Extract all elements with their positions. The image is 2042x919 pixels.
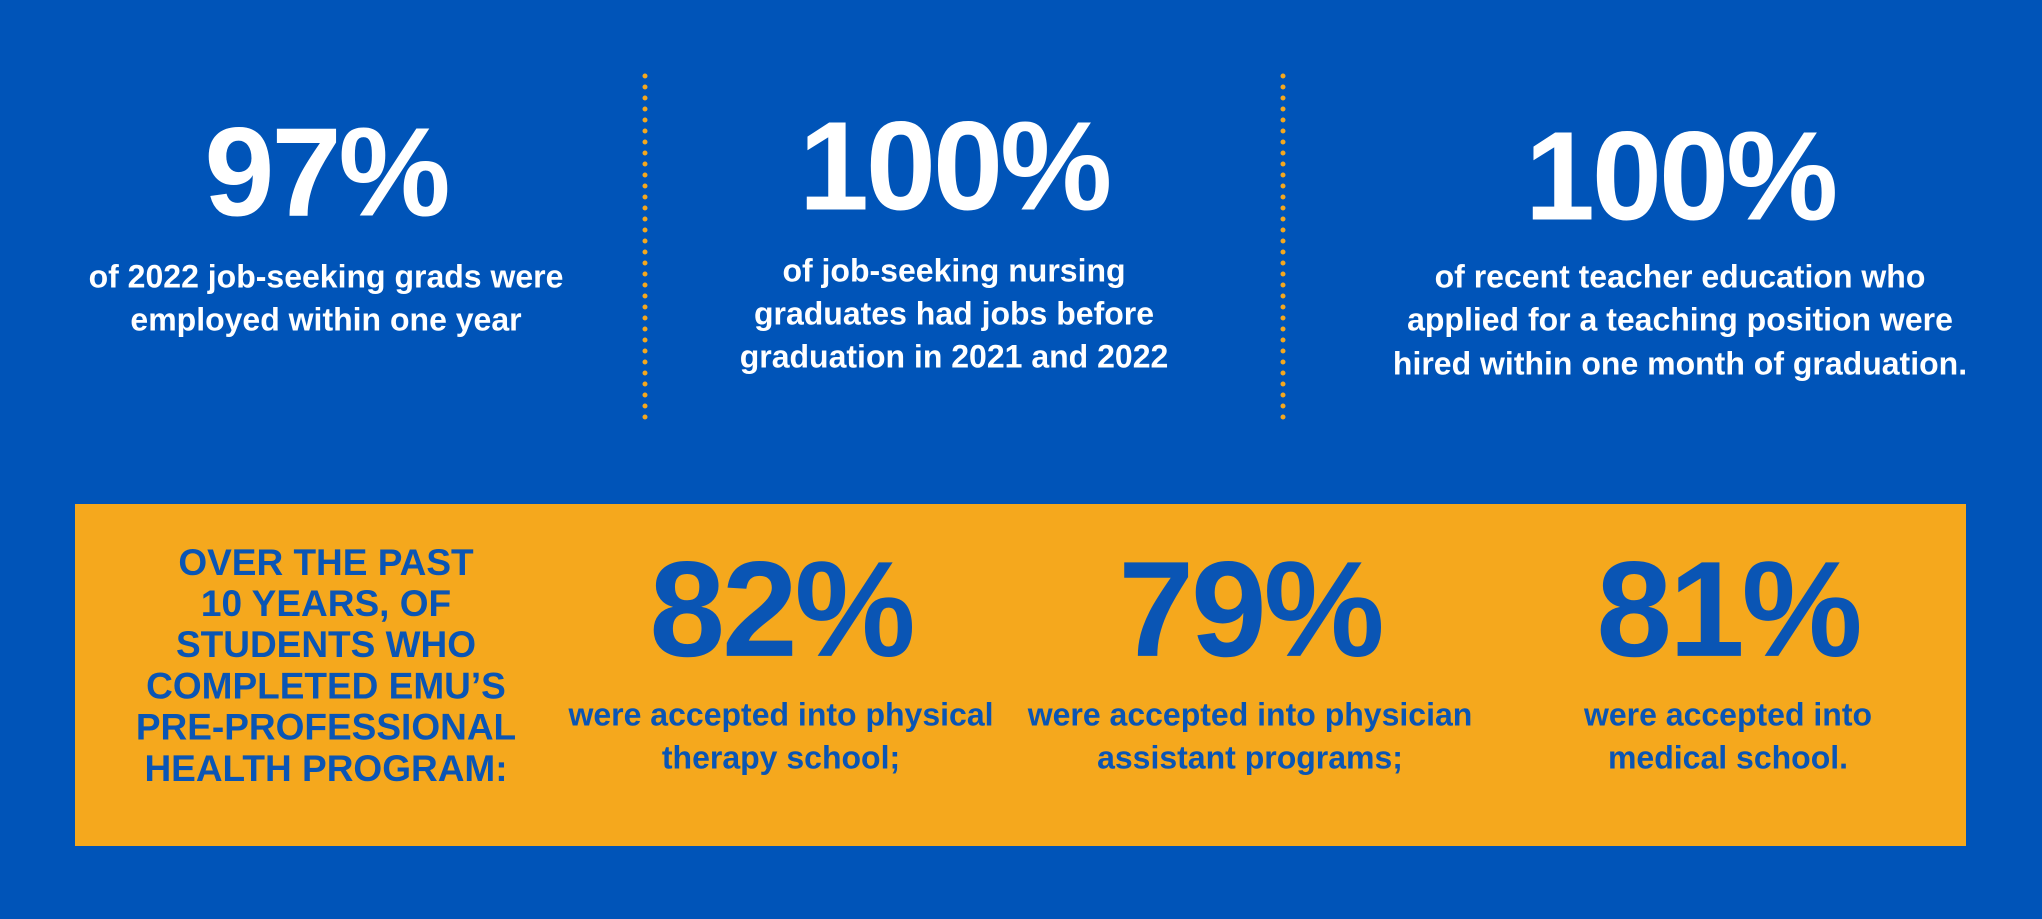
stat-value: 79%: [1118, 533, 1381, 685]
stat-description: graduation in 2021 and 2022: [740, 338, 1169, 374]
stat-description: graduates had jobs before: [754, 295, 1154, 331]
stat-value: 82%: [649, 533, 912, 685]
stat-description: hired within one month of graduation.: [1393, 345, 1967, 381]
stat-description: applied for a teaching position were: [1407, 301, 1953, 337]
highlight-heading: OVER THE PAST: [178, 542, 474, 583]
stat-value: 100%: [1525, 105, 1835, 246]
highlight-heading: 10 YEARS, OF: [201, 583, 451, 624]
stat-description: were accepted into physician: [1027, 696, 1473, 732]
stat-description: of recent teacher education who: [1435, 258, 1926, 294]
highlight-heading: COMPLETED EMU’S: [146, 665, 506, 706]
stat-description: of job-seeking nursing: [782, 252, 1125, 288]
stat-description: of 2022 job-seeking grads were: [89, 258, 564, 294]
stat-description: medical school.: [1608, 739, 1848, 775]
highlight-box: [75, 504, 1966, 846]
stat-value: 100%: [799, 95, 1109, 236]
stat-description: therapy school;: [662, 739, 900, 775]
stat-description: were accepted into physical: [567, 696, 993, 732]
highlight-heading: HEALTH PROGRAM:: [144, 748, 507, 789]
highlight-heading: PRE-PROFESSIONAL: [136, 707, 516, 748]
stat-description: assistant programs;: [1097, 739, 1403, 775]
stat-description: employed within one year: [130, 301, 521, 337]
stat-value: 97%: [204, 101, 447, 242]
stat-value: 81%: [1596, 533, 1859, 685]
stat-description: were accepted into: [1583, 696, 1872, 732]
highlight-heading: STUDENTS WHO: [176, 624, 476, 665]
